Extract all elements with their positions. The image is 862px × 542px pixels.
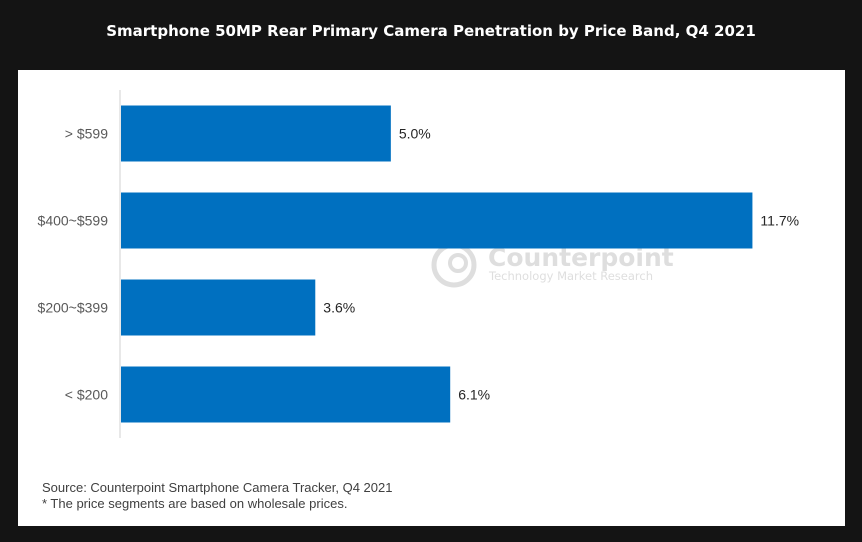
category-label: > $599 bbox=[65, 126, 108, 142]
data-label: 6.1% bbox=[458, 387, 490, 403]
data-label: 3.6% bbox=[323, 300, 355, 316]
data-label: 5.0% bbox=[399, 126, 431, 142]
category-label: $200~$399 bbox=[38, 300, 109, 316]
footnote-text: * The price segments are based on wholes… bbox=[42, 496, 348, 511]
bar-chart: > $599 5.0% $400~$599 11.7% $200~$399 3.6% < $… bbox=[38, 90, 799, 438]
bar bbox=[121, 192, 753, 249]
chart-panel: Counterpoint Technology Market Research … bbox=[18, 70, 845, 526]
bar bbox=[121, 366, 451, 423]
source-note: Source: Counterpoint Smartphone Camera T… bbox=[42, 480, 392, 512]
category-label: $400~$599 bbox=[38, 213, 109, 229]
bar bbox=[121, 105, 391, 162]
bar bbox=[121, 279, 316, 336]
watermark-tagline: Technology Market Research bbox=[488, 269, 653, 283]
category-label: < $200 bbox=[65, 387, 108, 403]
source-text: Source: Counterpoint Smartphone Camera T… bbox=[42, 480, 393, 495]
chart-title: Smartphone 50MP Rear Primary Camera Pene… bbox=[106, 22, 756, 40]
data-label: 11.7% bbox=[760, 213, 799, 229]
